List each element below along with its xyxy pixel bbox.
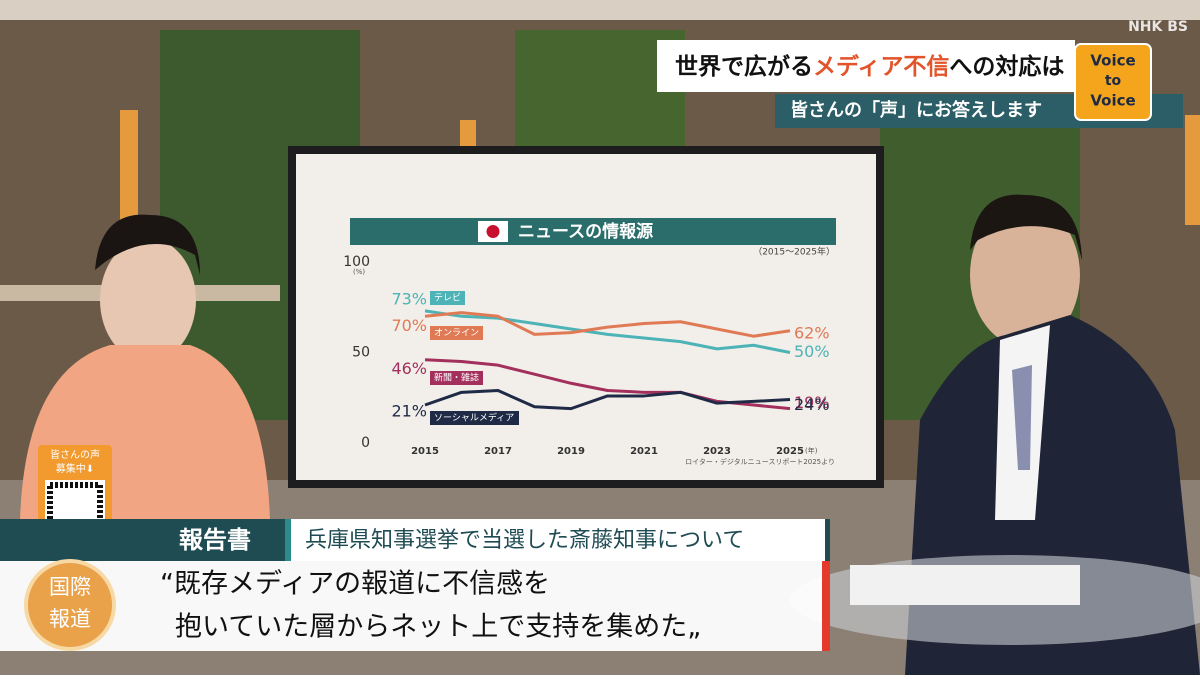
- value-label: 21%: [391, 401, 427, 420]
- ceiling: [0, 0, 1200, 20]
- papers: [850, 565, 1080, 605]
- x-tick-label: 2015: [411, 446, 439, 457]
- quote-line: “既存メディアの報道に不信感を: [160, 569, 550, 600]
- legend-swatch: [430, 326, 483, 340]
- y-tick-label: 50: [352, 345, 370, 361]
- monitor-screen: [296, 154, 876, 480]
- y-unit: (%): [353, 268, 365, 276]
- divider: [285, 519, 291, 561]
- series-line: [424, 311, 791, 338]
- title-part: への対応は: [949, 53, 1064, 80]
- program-logo-text: 国際: [49, 575, 91, 599]
- value-label: 46%: [391, 359, 427, 378]
- chart-title: ニュースの情報源: [518, 221, 653, 242]
- legend-label: 新聞・雑誌: [434, 372, 479, 384]
- legend-label: テレビ: [434, 293, 461, 304]
- quote-box: [0, 561, 830, 651]
- series-line: [424, 389, 791, 411]
- chart-subtitle: （2015～2025年）: [753, 246, 835, 258]
- quote-accent: [822, 561, 830, 651]
- program-logo-text: 報道: [49, 607, 91, 631]
- value-label: 73%: [391, 289, 427, 308]
- legend-label: オンライン: [434, 328, 479, 339]
- series-line: [424, 309, 791, 354]
- headline-box: [290, 519, 825, 561]
- lamp: [460, 120, 476, 150]
- value-label: 62%: [794, 323, 830, 342]
- x-tick-label: 2025: [776, 446, 804, 457]
- program-logo: [24, 559, 116, 651]
- lamp: [120, 110, 138, 220]
- voice-badge: [1074, 43, 1152, 121]
- presenter-face: [970, 203, 1080, 347]
- legend-swatch: [430, 291, 465, 305]
- channel-logo: NHK BS: [1128, 19, 1188, 35]
- header-subtitle: 皆さんの「声」にお答えします: [790, 99, 1042, 121]
- value-label: 19%: [794, 393, 830, 412]
- badge-text: to: [1105, 73, 1122, 89]
- legend-label: ソーシャルメディア: [434, 412, 514, 424]
- green-wall: [515, 30, 685, 150]
- presenter-tie: [1012, 365, 1032, 470]
- title-part: 世界で広がる: [675, 53, 813, 80]
- lower-third-headline: 兵庫県知事選挙で当選した斎藤知事について: [305, 528, 744, 553]
- x-tick-label: 2019: [557, 446, 585, 457]
- legend-swatch: [430, 371, 483, 385]
- lower-third-label: 報告書: [179, 526, 251, 554]
- value-label: 70%: [391, 316, 427, 335]
- x-tick-label: 2021: [630, 446, 658, 457]
- x-unit: (年): [805, 446, 818, 455]
- value-label: 50%: [794, 342, 830, 361]
- lamp: [1185, 115, 1200, 225]
- presenter-hair: [970, 194, 1082, 260]
- plot: 0 50 100 2015 2017 2019 2021 2023 2025 (年) テレビ 73% 5…: [343, 254, 829, 457]
- value-label: 24%: [794, 395, 830, 414]
- chart-source: ロイター・デジタルニュースリポート2025より: [685, 457, 835, 466]
- badge-text: Voice: [1090, 52, 1135, 70]
- qr-caption: 募集中⬇: [56, 462, 94, 475]
- title-highlight: メディア不信: [813, 53, 949, 80]
- presenter-hair: [95, 214, 200, 275]
- legend-swatch: [430, 411, 519, 425]
- x-tick-label: 2023: [703, 446, 731, 457]
- chart-title-bar: [350, 218, 836, 245]
- title-box: [657, 40, 1075, 92]
- badge-text: Voice: [1090, 92, 1135, 110]
- x-tick-label: 2017: [484, 446, 512, 457]
- qr-caption: 皆さんの声: [50, 448, 100, 461]
- y-tick-label: 0: [361, 435, 370, 451]
- presenter-face: [100, 238, 196, 362]
- quote-line: 抱いていた層からネット上で支持を集めた„: [175, 612, 701, 643]
- header-title: 世界で広がるメディア不信への対応は: [675, 53, 1064, 80]
- y-tick-label: 100: [343, 254, 370, 270]
- japan-flag-disc: [486, 225, 500, 238]
